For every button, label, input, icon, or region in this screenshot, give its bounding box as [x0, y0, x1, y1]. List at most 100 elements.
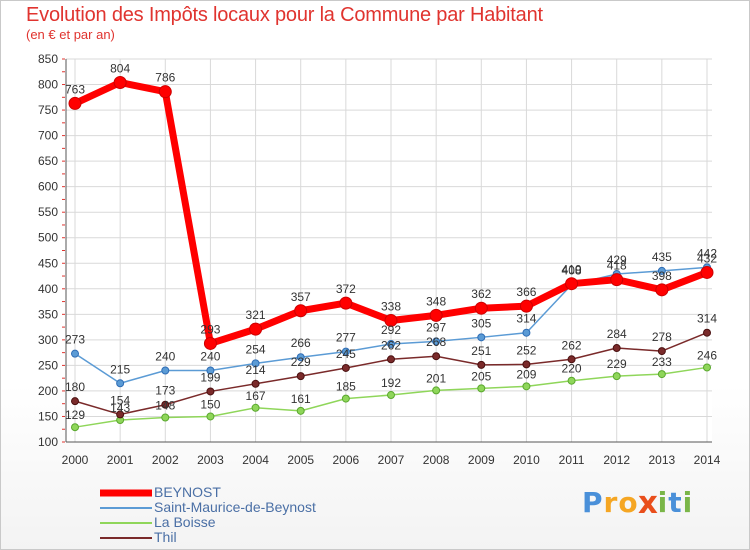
data-label: 209 — [516, 367, 536, 381]
data-label: 148 — [155, 398, 175, 412]
data-label: 408 — [562, 264, 582, 278]
data-point — [206, 387, 215, 396]
data-point — [703, 363, 711, 372]
data-label: 220 — [562, 362, 582, 376]
data-point — [161, 400, 170, 409]
data-point — [249, 322, 263, 336]
data-label: 214 — [246, 363, 266, 377]
data-point — [341, 394, 350, 403]
data-point — [657, 347, 666, 356]
x-tick-label: 2013 — [649, 453, 676, 467]
data-label: 150 — [200, 397, 220, 411]
y-tick-label: 300 — [38, 333, 58, 347]
x-tick-label: 2009 — [468, 453, 495, 467]
y-tick-label: 600 — [38, 180, 58, 194]
legend-label: La Boisse — [154, 514, 216, 530]
data-label: 418 — [607, 259, 627, 273]
data-point — [251, 403, 260, 412]
data-point — [432, 337, 441, 346]
y-tick-label: 150 — [38, 409, 58, 423]
data-point — [522, 328, 531, 337]
data-point — [161, 413, 170, 422]
data-point — [384, 313, 398, 327]
data-point — [296, 372, 305, 381]
data-label: 251 — [471, 344, 491, 358]
legend-label: BEYNOST — [154, 484, 221, 500]
data-point — [477, 384, 486, 393]
data-label: 362 — [471, 287, 491, 301]
data-label: 293 — [200, 322, 220, 336]
data-point — [474, 301, 488, 315]
legend-swatch — [100, 521, 152, 524]
data-label: 763 — [65, 82, 85, 96]
data-point — [657, 370, 666, 379]
chart-subtitle: (en € et par an) — [26, 27, 115, 42]
data-point — [432, 386, 441, 395]
y-tick-label: 350 — [38, 307, 58, 321]
data-point — [251, 379, 260, 388]
data-point — [206, 366, 215, 375]
x-tick-label: 2005 — [287, 453, 314, 467]
data-point — [71, 349, 79, 358]
data-point — [294, 304, 308, 318]
x-tick-label: 2007 — [378, 453, 405, 467]
legend-swatch — [100, 506, 152, 509]
data-label: 192 — [381, 376, 401, 390]
data-label: 252 — [516, 343, 536, 357]
data-label: 161 — [291, 392, 311, 406]
data-label: 240 — [155, 350, 175, 364]
chart-title: Evolution des Impôts locaux pour la Comm… — [26, 4, 543, 26]
data-label: 314 — [516, 312, 536, 326]
data-label: 245 — [336, 347, 356, 361]
data-label: 167 — [246, 389, 266, 403]
data-label: 786 — [155, 71, 175, 85]
data-point — [519, 299, 533, 313]
x-tick-label: 2010 — [513, 453, 540, 467]
data-point — [341, 347, 350, 356]
x-tick-label: 2014 — [694, 453, 721, 467]
data-label: 215 — [110, 362, 130, 376]
y-tick-label: 400 — [38, 282, 58, 296]
data-label: 129 — [65, 408, 85, 422]
data-label: 348 — [426, 294, 446, 308]
y-tick-label: 450 — [38, 256, 58, 270]
data-point — [296, 406, 305, 415]
y-tick-label: 200 — [38, 384, 58, 398]
y-tick-label: 550 — [38, 205, 58, 219]
data-label: 154 — [110, 393, 130, 407]
data-label: 254 — [246, 342, 266, 356]
data-point — [296, 353, 305, 362]
data-point — [158, 85, 172, 99]
y-tick-label: 100 — [38, 435, 58, 449]
y-tick-label: 800 — [38, 78, 58, 92]
data-label: 442 — [697, 246, 717, 260]
legend-swatch — [100, 536, 152, 539]
data-label: 233 — [652, 355, 672, 369]
data-point — [612, 372, 621, 381]
data-label: 804 — [110, 61, 130, 75]
data-point — [655, 283, 669, 297]
data-point — [68, 96, 82, 110]
x-tick-label: 2011 — [559, 453, 585, 467]
data-point — [341, 363, 350, 372]
y-tick-label: 650 — [38, 154, 58, 168]
x-tick-label: 2002 — [152, 453, 179, 467]
data-point — [71, 423, 79, 432]
x-tick-label: 2008 — [423, 453, 450, 467]
data-point — [565, 277, 579, 291]
data-point — [113, 75, 127, 89]
data-point — [477, 333, 486, 342]
x-tick-label: 2006 — [333, 453, 360, 467]
data-label: 205 — [471, 369, 491, 383]
data-label: 240 — [200, 350, 220, 364]
data-label: 229 — [607, 357, 627, 371]
y-tick-label: 750 — [38, 103, 58, 117]
data-point — [657, 266, 666, 275]
legend-label: Saint-Maurice-de-Beynost — [154, 499, 316, 515]
data-point — [387, 339, 395, 348]
data-label: 185 — [336, 380, 356, 394]
data-point — [567, 355, 576, 364]
x-tick-label: 2012 — [603, 453, 630, 467]
data-point — [387, 391, 395, 400]
